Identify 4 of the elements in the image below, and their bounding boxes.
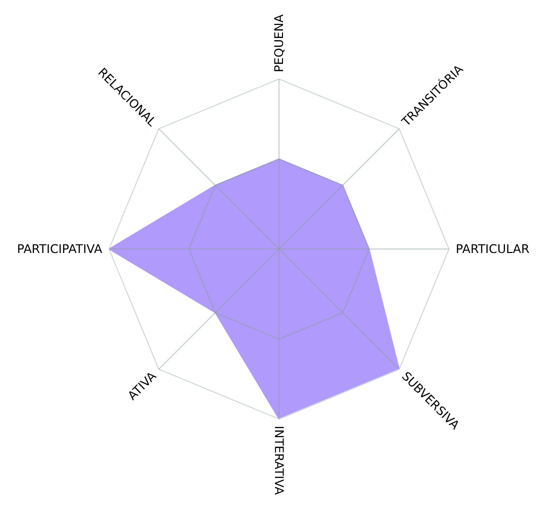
spoke-label: INTERATIVA [272, 426, 286, 496]
spoke-label: PARTICULAR [456, 242, 530, 256]
spoke-label: PEQUENA [272, 14, 286, 72]
spoke-label: PARTICIPATIVA [16, 242, 103, 256]
